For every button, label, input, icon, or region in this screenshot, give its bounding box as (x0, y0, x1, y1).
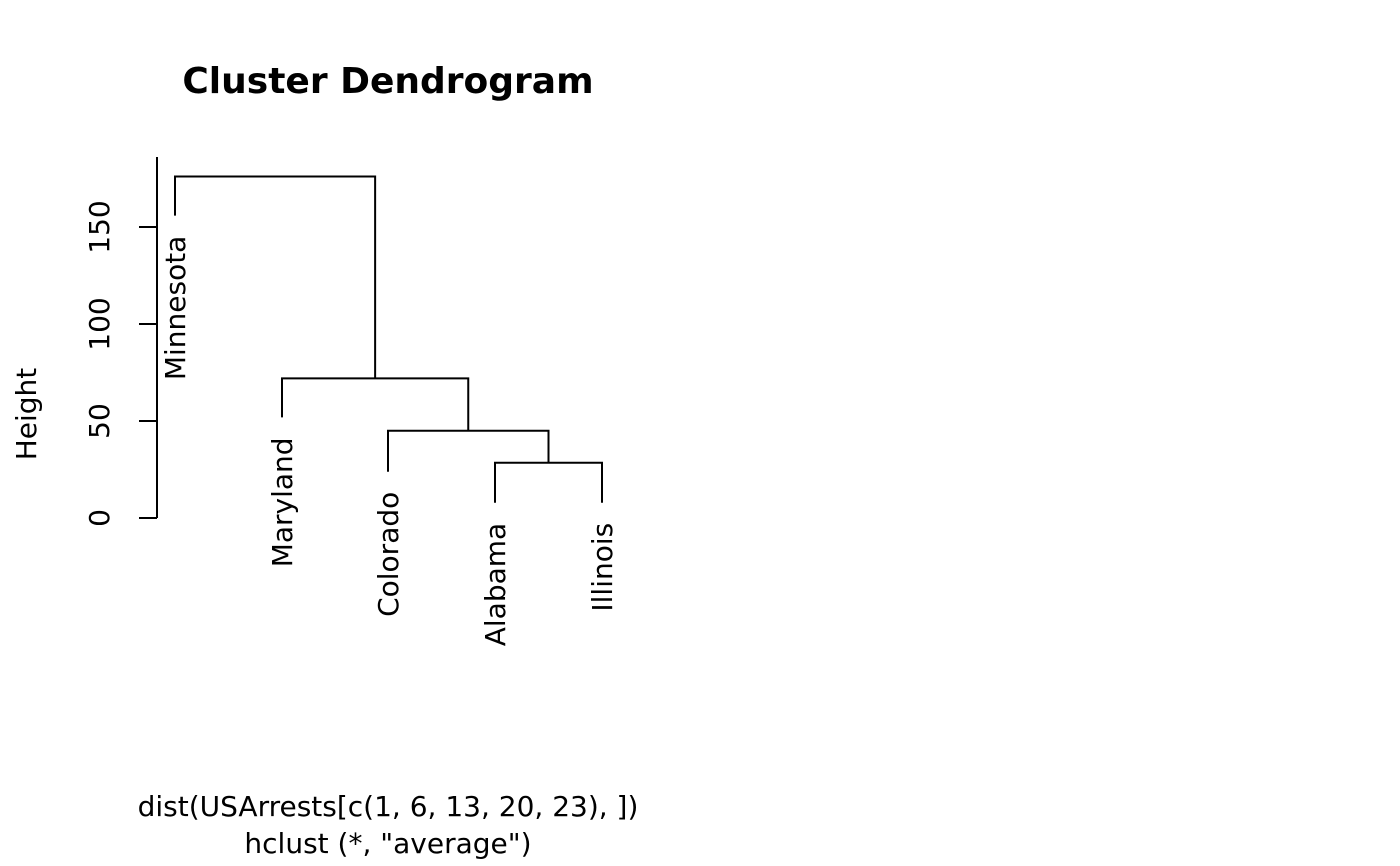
merge-link-2 (281, 377, 470, 431)
chart-title: Cluster Dendrogram (182, 61, 593, 102)
leaf-label-alabama: Alabama (479, 523, 512, 646)
merge-link-0 (494, 461, 603, 503)
y-tick-label: 100 (83, 297, 116, 350)
y-axis: 0 50 100 150 (83, 157, 158, 527)
leaf-label-minnesota: Minnesota (159, 236, 192, 381)
leaf-labels: Minnesota Maryland Colorado Alabama Illinois (159, 236, 619, 647)
dendrogram-tree (174, 175, 603, 503)
y-axis-label: Height (10, 368, 43, 461)
leaf-label-maryland: Maryland (266, 437, 299, 567)
y-tick-label: 150 (83, 200, 116, 253)
x-axis-label: dist(USArrests[c(1, 6, 13, 20, 23), ]) (138, 790, 639, 823)
method-subtitle: hclust (*, "average") (244, 827, 531, 860)
leaf-label-colorado: Colorado (372, 492, 405, 617)
y-tick-label: 0 (83, 509, 116, 527)
merge-link-3 (174, 175, 377, 379)
y-axis-ticks: 0 50 100 150 (83, 200, 157, 527)
merge-link-1 (387, 429, 550, 472)
y-tick-label: 50 (83, 403, 116, 439)
leaf-label-illinois: Illinois (586, 523, 619, 612)
